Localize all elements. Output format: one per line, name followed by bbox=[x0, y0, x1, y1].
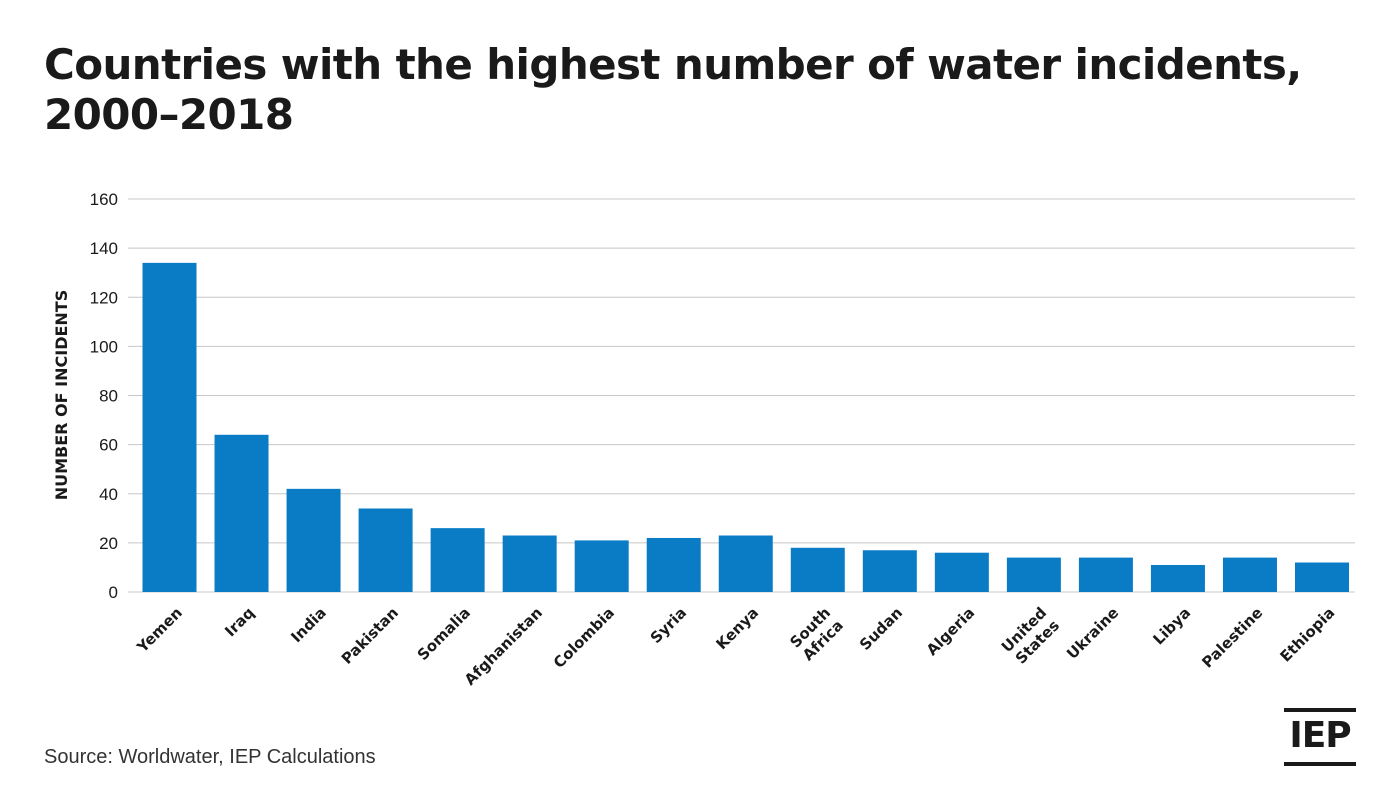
y-tick-label: 160 bbox=[90, 190, 118, 209]
y-tick-label: 140 bbox=[90, 239, 118, 258]
chart-title-line-2: 2000–2018 bbox=[44, 90, 294, 139]
svg-text:UnitedStates: UnitedStates bbox=[998, 604, 1063, 669]
logo-top-rule bbox=[1284, 708, 1356, 712]
x-axis-ticks: Yemen Iraq India Pakistan SomaliaAfghanistan… bbox=[133, 604, 1339, 689]
y-tick-label: 100 bbox=[90, 337, 118, 356]
svg-text:SouthAfrica: SouthAfrica bbox=[786, 604, 847, 665]
x-tick-label: Palestine bbox=[1198, 604, 1266, 672]
x-tick-label: Kenya bbox=[713, 604, 763, 654]
logo-bottom-rule bbox=[1284, 762, 1356, 766]
bar-kenya bbox=[718, 535, 773, 592]
bar-algeria bbox=[934, 552, 989, 592]
svg-text:Palestine: Palestine bbox=[1198, 604, 1266, 672]
source-note: Source: Worldwater, IEP Calculations bbox=[44, 746, 376, 768]
y-axis-ticks: 0 20 40 60 80 100 120 140 160 bbox=[90, 190, 118, 602]
x-tick-label: Ethiopia bbox=[1276, 604, 1338, 666]
x-tick-label: Pakistan bbox=[338, 604, 402, 668]
svg-text:Ukraine: Ukraine bbox=[1063, 604, 1122, 663]
svg-text:Libya: Libya bbox=[1150, 604, 1195, 649]
bar-afghanistan bbox=[502, 535, 557, 592]
svg-text:Ethiopia: Ethiopia bbox=[1276, 604, 1338, 666]
x-tick-label: India bbox=[287, 604, 330, 647]
y-tick-label: 20 bbox=[99, 534, 118, 553]
svg-text:Kenya: Kenya bbox=[713, 604, 763, 654]
y-tick-label: 120 bbox=[90, 288, 118, 307]
svg-text:Syria: Syria bbox=[647, 604, 690, 647]
x-tick-label: Yemen bbox=[133, 604, 186, 657]
svg-text:Sudan: Sudan bbox=[856, 604, 906, 654]
y-tick-label: 0 bbox=[109, 583, 118, 602]
svg-text:Colombia: Colombia bbox=[550, 604, 618, 672]
svg-text:Pakistan: Pakistan bbox=[338, 604, 402, 668]
bar-yemen bbox=[142, 262, 197, 592]
svg-text:Yemen: Yemen bbox=[133, 604, 186, 657]
svg-text:Iraq: Iraq bbox=[221, 604, 258, 641]
bar-south-africa bbox=[790, 547, 845, 592]
svg-text:Algeria: Algeria bbox=[923, 604, 978, 659]
x-tick-label: Ukraine bbox=[1063, 604, 1122, 663]
bar-india bbox=[286, 488, 341, 592]
x-tick-label: Libya bbox=[1150, 604, 1195, 649]
bar-somalia bbox=[430, 528, 485, 592]
bar-ethiopia bbox=[1295, 562, 1349, 592]
x-tick-label: Somalia bbox=[414, 604, 474, 664]
logo-text: IEP bbox=[1289, 715, 1351, 756]
y-tick-label: 40 bbox=[99, 485, 118, 504]
x-tick-label: Algeria bbox=[923, 604, 978, 659]
bar-libya bbox=[1150, 564, 1205, 592]
bar-iraq bbox=[214, 434, 269, 592]
y-tick-label: 60 bbox=[99, 436, 118, 455]
svg-text:Somalia: Somalia bbox=[414, 604, 474, 664]
iep-logo: IEP bbox=[1284, 708, 1356, 766]
bar-sudan bbox=[862, 550, 917, 592]
bar-colombia bbox=[574, 540, 629, 592]
x-tick-label: UnitedStates bbox=[998, 604, 1063, 669]
x-tick-label: Iraq bbox=[221, 604, 258, 641]
bars bbox=[142, 262, 1349, 592]
x-tick-label: Syria bbox=[647, 604, 690, 647]
gridlines bbox=[128, 198, 1355, 593]
x-tick-label: Sudan bbox=[856, 604, 906, 654]
bar-syria bbox=[646, 537, 701, 592]
chart-title-line-1: Countries with the highest number of wat… bbox=[44, 40, 1302, 89]
bar-palestine bbox=[1222, 557, 1277, 592]
svg-text:India: India bbox=[287, 604, 330, 647]
bar-ukraine bbox=[1078, 557, 1133, 592]
y-axis-label: NUMBER OF INCIDENTS bbox=[52, 290, 71, 501]
bar-chart: 0 20 40 60 80 100 120 140 160 Yemen Iraq India Paki… bbox=[52, 190, 1355, 689]
chart-title: Countries with the highest number of wat… bbox=[44, 40, 1344, 140]
bar-united-states bbox=[1006, 557, 1061, 592]
x-tick-label: Colombia bbox=[550, 604, 618, 672]
x-tick-label: SouthAfrica bbox=[786, 604, 847, 665]
bar-pakistan bbox=[358, 508, 413, 592]
y-tick-label: 80 bbox=[99, 387, 118, 406]
